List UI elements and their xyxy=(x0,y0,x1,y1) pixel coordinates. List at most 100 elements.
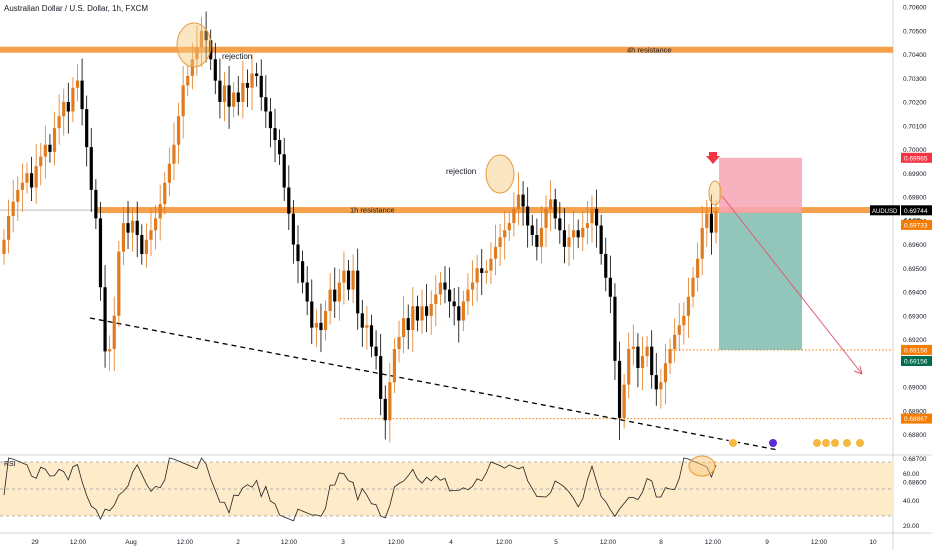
y-tick-label: 0.70300 xyxy=(903,76,927,83)
last-price-bg xyxy=(901,205,932,216)
candle-body xyxy=(85,109,89,148)
y-tick-label: 0.69200 xyxy=(903,337,927,344)
projection-arrow xyxy=(721,195,863,375)
candle-body xyxy=(346,270,351,290)
target-price-label-a-bg xyxy=(901,344,932,355)
candle-body xyxy=(245,83,250,88)
candle-body xyxy=(562,230,567,247)
candle-body xyxy=(640,356,645,368)
entry-highlight-circle xyxy=(708,180,722,206)
y-tick-label: 0.69300 xyxy=(903,313,927,320)
rsi-y-tick: 40.00 xyxy=(903,498,920,505)
candle-body xyxy=(572,230,576,238)
candle-body xyxy=(581,227,585,238)
candle-body xyxy=(112,315,116,349)
candle-body xyxy=(305,282,309,302)
candle-body xyxy=(62,102,66,117)
candle-body xyxy=(512,208,516,224)
candle-body xyxy=(135,220,139,235)
symbol-tag-bg xyxy=(870,205,900,216)
candle-body xyxy=(296,244,300,262)
candle-body xyxy=(663,363,668,383)
candle-body xyxy=(222,85,227,102)
y-tick-label: 0.69600 xyxy=(903,242,927,249)
candle-body xyxy=(333,289,337,302)
candle-body xyxy=(714,211,718,233)
candle-body xyxy=(117,251,121,316)
candle-body xyxy=(153,218,158,231)
candle-body xyxy=(392,349,397,383)
candle-body xyxy=(34,166,38,188)
candle-body xyxy=(273,128,277,140)
candle-body xyxy=(466,289,470,302)
candle-body xyxy=(172,144,176,164)
candle-body xyxy=(131,220,135,233)
candle-body xyxy=(300,261,305,283)
candle-body xyxy=(356,270,360,314)
candle-body xyxy=(360,313,364,328)
candle-body xyxy=(379,356,383,399)
last-price-label: 0.69744 xyxy=(904,208,928,215)
candle-body xyxy=(52,128,57,152)
candle-body xyxy=(232,92,236,107)
x-tick-label: 12:00 xyxy=(70,539,87,546)
candle-body xyxy=(236,92,240,102)
candle-body xyxy=(181,85,185,117)
candle-body xyxy=(337,282,341,302)
x-tick-label: 5 xyxy=(554,539,558,546)
y-tick-label: 0.70200 xyxy=(903,100,927,107)
candle-body xyxy=(163,182,167,205)
candle-body xyxy=(705,213,709,228)
candle-body xyxy=(682,315,686,326)
candle-body xyxy=(190,59,194,76)
candle-body xyxy=(98,218,103,288)
candle-body xyxy=(452,301,456,307)
candle-body xyxy=(365,325,369,328)
candle-body xyxy=(89,147,93,190)
candle-body xyxy=(259,75,263,98)
candle-body xyxy=(475,268,479,283)
stop-price-label: 0.69965 xyxy=(904,155,928,162)
candle-body xyxy=(544,208,548,228)
candle-body xyxy=(250,73,254,88)
candle-body xyxy=(20,182,24,190)
candle-body xyxy=(383,398,387,421)
resistance-line-4h xyxy=(0,46,893,53)
x-tick-label: 10 xyxy=(869,539,877,546)
entry-price-label-bg xyxy=(901,219,932,230)
candle-body xyxy=(677,325,681,335)
x-tick-label: 9 xyxy=(765,539,769,546)
candle-body xyxy=(406,318,410,330)
candle-body xyxy=(493,246,498,259)
event-icon xyxy=(830,438,840,448)
candle-body xyxy=(636,346,640,368)
candle-body xyxy=(415,306,420,321)
target-price-label-a: 0.69156 xyxy=(904,347,928,354)
candle-body xyxy=(75,80,80,88)
entry-price-label: 0.69733 xyxy=(904,222,928,229)
candle-body xyxy=(594,208,599,226)
annotation-rejection: rejection xyxy=(222,52,252,61)
y-tick-label: 0.69800 xyxy=(903,195,927,202)
y-tick-label: 0.69900 xyxy=(903,171,927,178)
annotation-rejection: rejection xyxy=(446,167,476,176)
candle-body xyxy=(397,337,401,349)
candle-body xyxy=(613,296,617,361)
candle-body xyxy=(255,73,259,76)
candle-body xyxy=(282,154,286,188)
symbol-tag: AUDUSD xyxy=(872,209,898,215)
candle-body xyxy=(71,87,75,112)
rsi-y-tick: 60.00 xyxy=(903,471,920,478)
y-tick-label: 0.70000 xyxy=(903,147,927,154)
rsi-highlight-circle xyxy=(688,455,716,477)
candle-body xyxy=(709,213,714,233)
candle-body xyxy=(558,218,562,231)
stop-price-label-bg xyxy=(901,152,932,163)
candle-body xyxy=(457,306,461,321)
candle-body xyxy=(374,346,378,357)
candle-body xyxy=(144,239,148,254)
candle-body xyxy=(66,102,70,112)
candle-body xyxy=(420,306,424,321)
candle-body xyxy=(402,318,406,338)
